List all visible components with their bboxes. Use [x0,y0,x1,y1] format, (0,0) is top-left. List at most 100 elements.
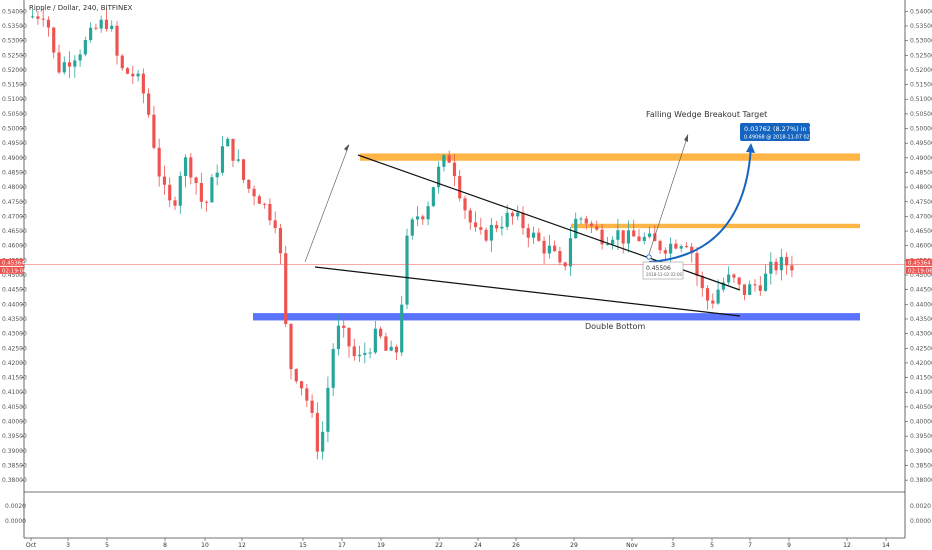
time-label: 5 [710,542,714,549]
candle-down [379,328,383,337]
impulse-arrowhead [344,144,349,151]
right-tick-label: 0.49500 [910,140,932,147]
candle-up [611,239,615,245]
candle-down [241,159,246,180]
right-tick-label: 0.49000 [910,155,932,162]
candle-up [489,224,493,241]
candle-up [568,238,573,267]
candle-down [94,27,98,29]
candle-up [373,328,377,353]
candle-down [553,245,557,252]
candle-up [500,226,504,229]
candle-down [257,196,261,204]
right-tick-label: 0.39000 [910,448,932,455]
countdown-right: 02:19:06 [908,268,932,274]
candle-down [199,183,203,202]
candle-down [790,265,794,271]
candle-down [294,369,298,382]
candle-up [236,159,240,161]
time-axis[interactable]: Oct 3 5 8 10 12 15 17 19 22 24 26 29 Nov 3 5 7 9 12 14 [26,538,890,549]
candle-up [99,19,103,29]
candle-down [278,228,283,254]
time-label: 3 [66,542,70,549]
candle-down [120,55,124,69]
candle-down [479,227,483,230]
candle-down [774,261,778,271]
left-tick-label: 0.48000 [2,184,27,191]
right-tick-label: 0.40500 [910,404,932,411]
candle-up [210,177,214,203]
candle-down [711,300,715,304]
left-tick-label: 0.50000 [2,126,27,133]
candle-up [679,246,683,249]
time-label: 14 [882,542,890,549]
candle-down [484,229,488,241]
candle-up [183,157,188,177]
impulse-arrow-line [304,144,350,263]
candle-up [574,218,578,239]
indicator-left-label: 0.0000 [5,518,26,525]
candle-down [521,212,525,229]
candle-up [357,354,362,357]
candle-down [305,388,309,401]
candle-down [115,25,119,56]
time-label: 10 [201,542,209,549]
candle-up [220,146,225,173]
right-tick-label: 0.43000 [910,331,932,338]
candle-down [284,253,288,324]
time-label: 24 [474,542,482,549]
candle-up [626,230,631,244]
candle-down [57,52,61,73]
candle-up [669,243,673,254]
time-label: 12 [843,542,851,549]
left-price-axis[interactable]: 0.54000 0.53500 0.53000 0.52500 0.52000 0.515… [2,8,27,484]
candle-up [721,282,725,290]
candle-down [663,250,667,254]
measure-box[interactable]: 0.03762 (8.27%) in 5d 0.49068 @ 2018-11-… [740,123,818,141]
target-arrowhead [684,134,688,142]
price-tag-left: 0.45364 02:19:06 [0,258,27,274]
candle-up [400,304,404,353]
right-price-axis[interactable]: 0.54000 0.53500 0.53000 0.52500 0.52000 0.515… [905,8,932,484]
zones-layer [253,153,860,321]
right-tick-label: 0.46500 [910,228,932,235]
zone-support [253,313,860,321]
measure-arc [648,145,752,263]
candle-up [763,273,768,291]
candle-down [526,228,530,238]
time-label: 3 [671,542,675,549]
time-label: 9 [787,542,791,549]
candle-down [510,212,515,217]
candle-down [310,400,314,413]
right-tick-label: 0.46000 [910,243,932,250]
left-tick-label: 0.38500 [2,462,27,469]
candle-down [315,412,319,452]
candle-down [263,203,267,205]
candle-down [637,236,641,242]
right-tick-label: 0.53500 [910,23,932,30]
zone-resistance-mid [571,223,860,229]
right-tick-label: 0.48000 [910,184,932,191]
candle-down [347,327,351,347]
plot-area[interactable] [24,0,904,538]
candle-down [595,226,599,230]
left-tick-label: 0.41000 [2,389,27,396]
time-label: Nov [626,542,638,549]
candle-down [67,62,72,67]
candle-down [141,73,145,94]
candle-down [152,114,156,148]
left-tick-label: 0.42000 [2,360,27,367]
candles-layer [31,8,794,460]
candle-up [727,274,731,283]
candle-up [579,218,583,220]
left-tick-label: 0.46000 [2,243,27,250]
candle-up [415,216,420,220]
right-tick-label: 0.50500 [910,111,932,118]
right-tick-label: 0.42000 [910,360,932,367]
candle-up [326,387,330,432]
candle-down [52,27,56,53]
candle-down [147,93,151,115]
indicator-right-label: 0.0000 [910,518,931,525]
candle-down [189,157,193,178]
